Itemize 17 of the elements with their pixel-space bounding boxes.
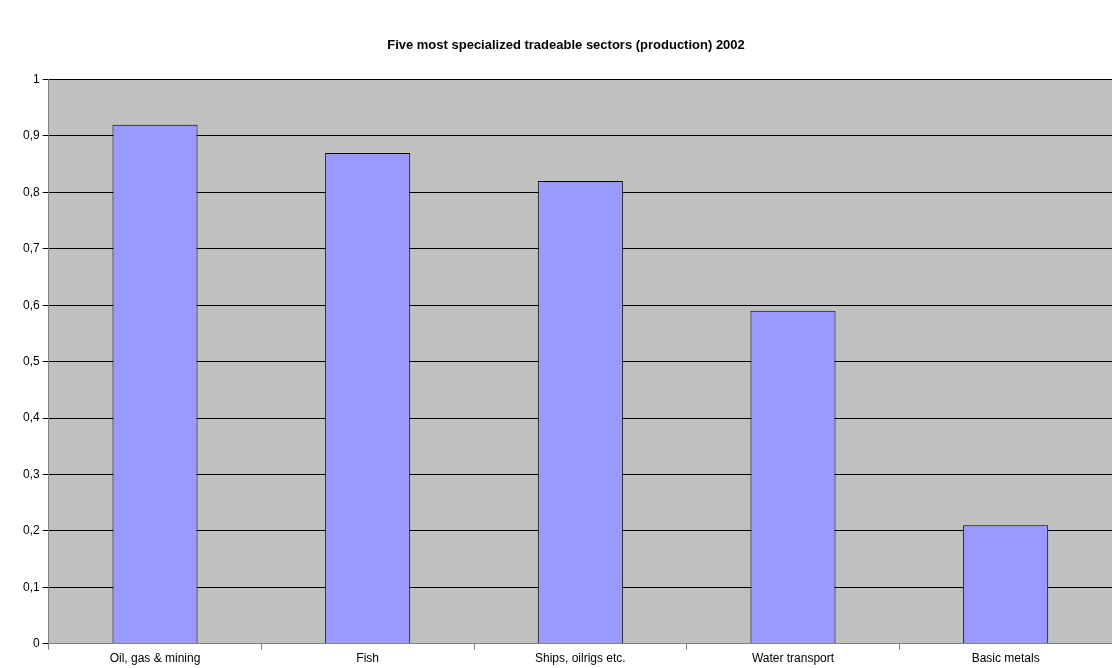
y-tick-label: 0 [32,635,40,650]
x-tick-label: Basic metals [971,651,1040,666]
y-tick-label: 1 [32,71,40,86]
x-tick-label: Oil, gas & mining [109,651,201,666]
y-tick-label: 0,6 [22,297,40,312]
y-tick-label: 0,5 [22,353,40,368]
x-tick-label: Water transport [751,651,835,666]
y-tick-label: 0,3 [22,466,40,481]
y-tick-label: 0,8 [22,184,40,199]
x-tick-label: Fish [356,651,380,666]
y-tick-label: 0,7 [22,241,40,256]
y-tick-label: 0,9 [22,128,40,143]
y-tick-label: 0,1 [22,579,40,594]
chart-title: Five most specialized tradeable sectors (production) 2002 [387,37,745,53]
x-tick-label: Ships, oilrigs etc. [534,651,626,666]
y-tick-label: 0,2 [22,523,40,538]
y-tick-label: 0,4 [22,410,40,425]
